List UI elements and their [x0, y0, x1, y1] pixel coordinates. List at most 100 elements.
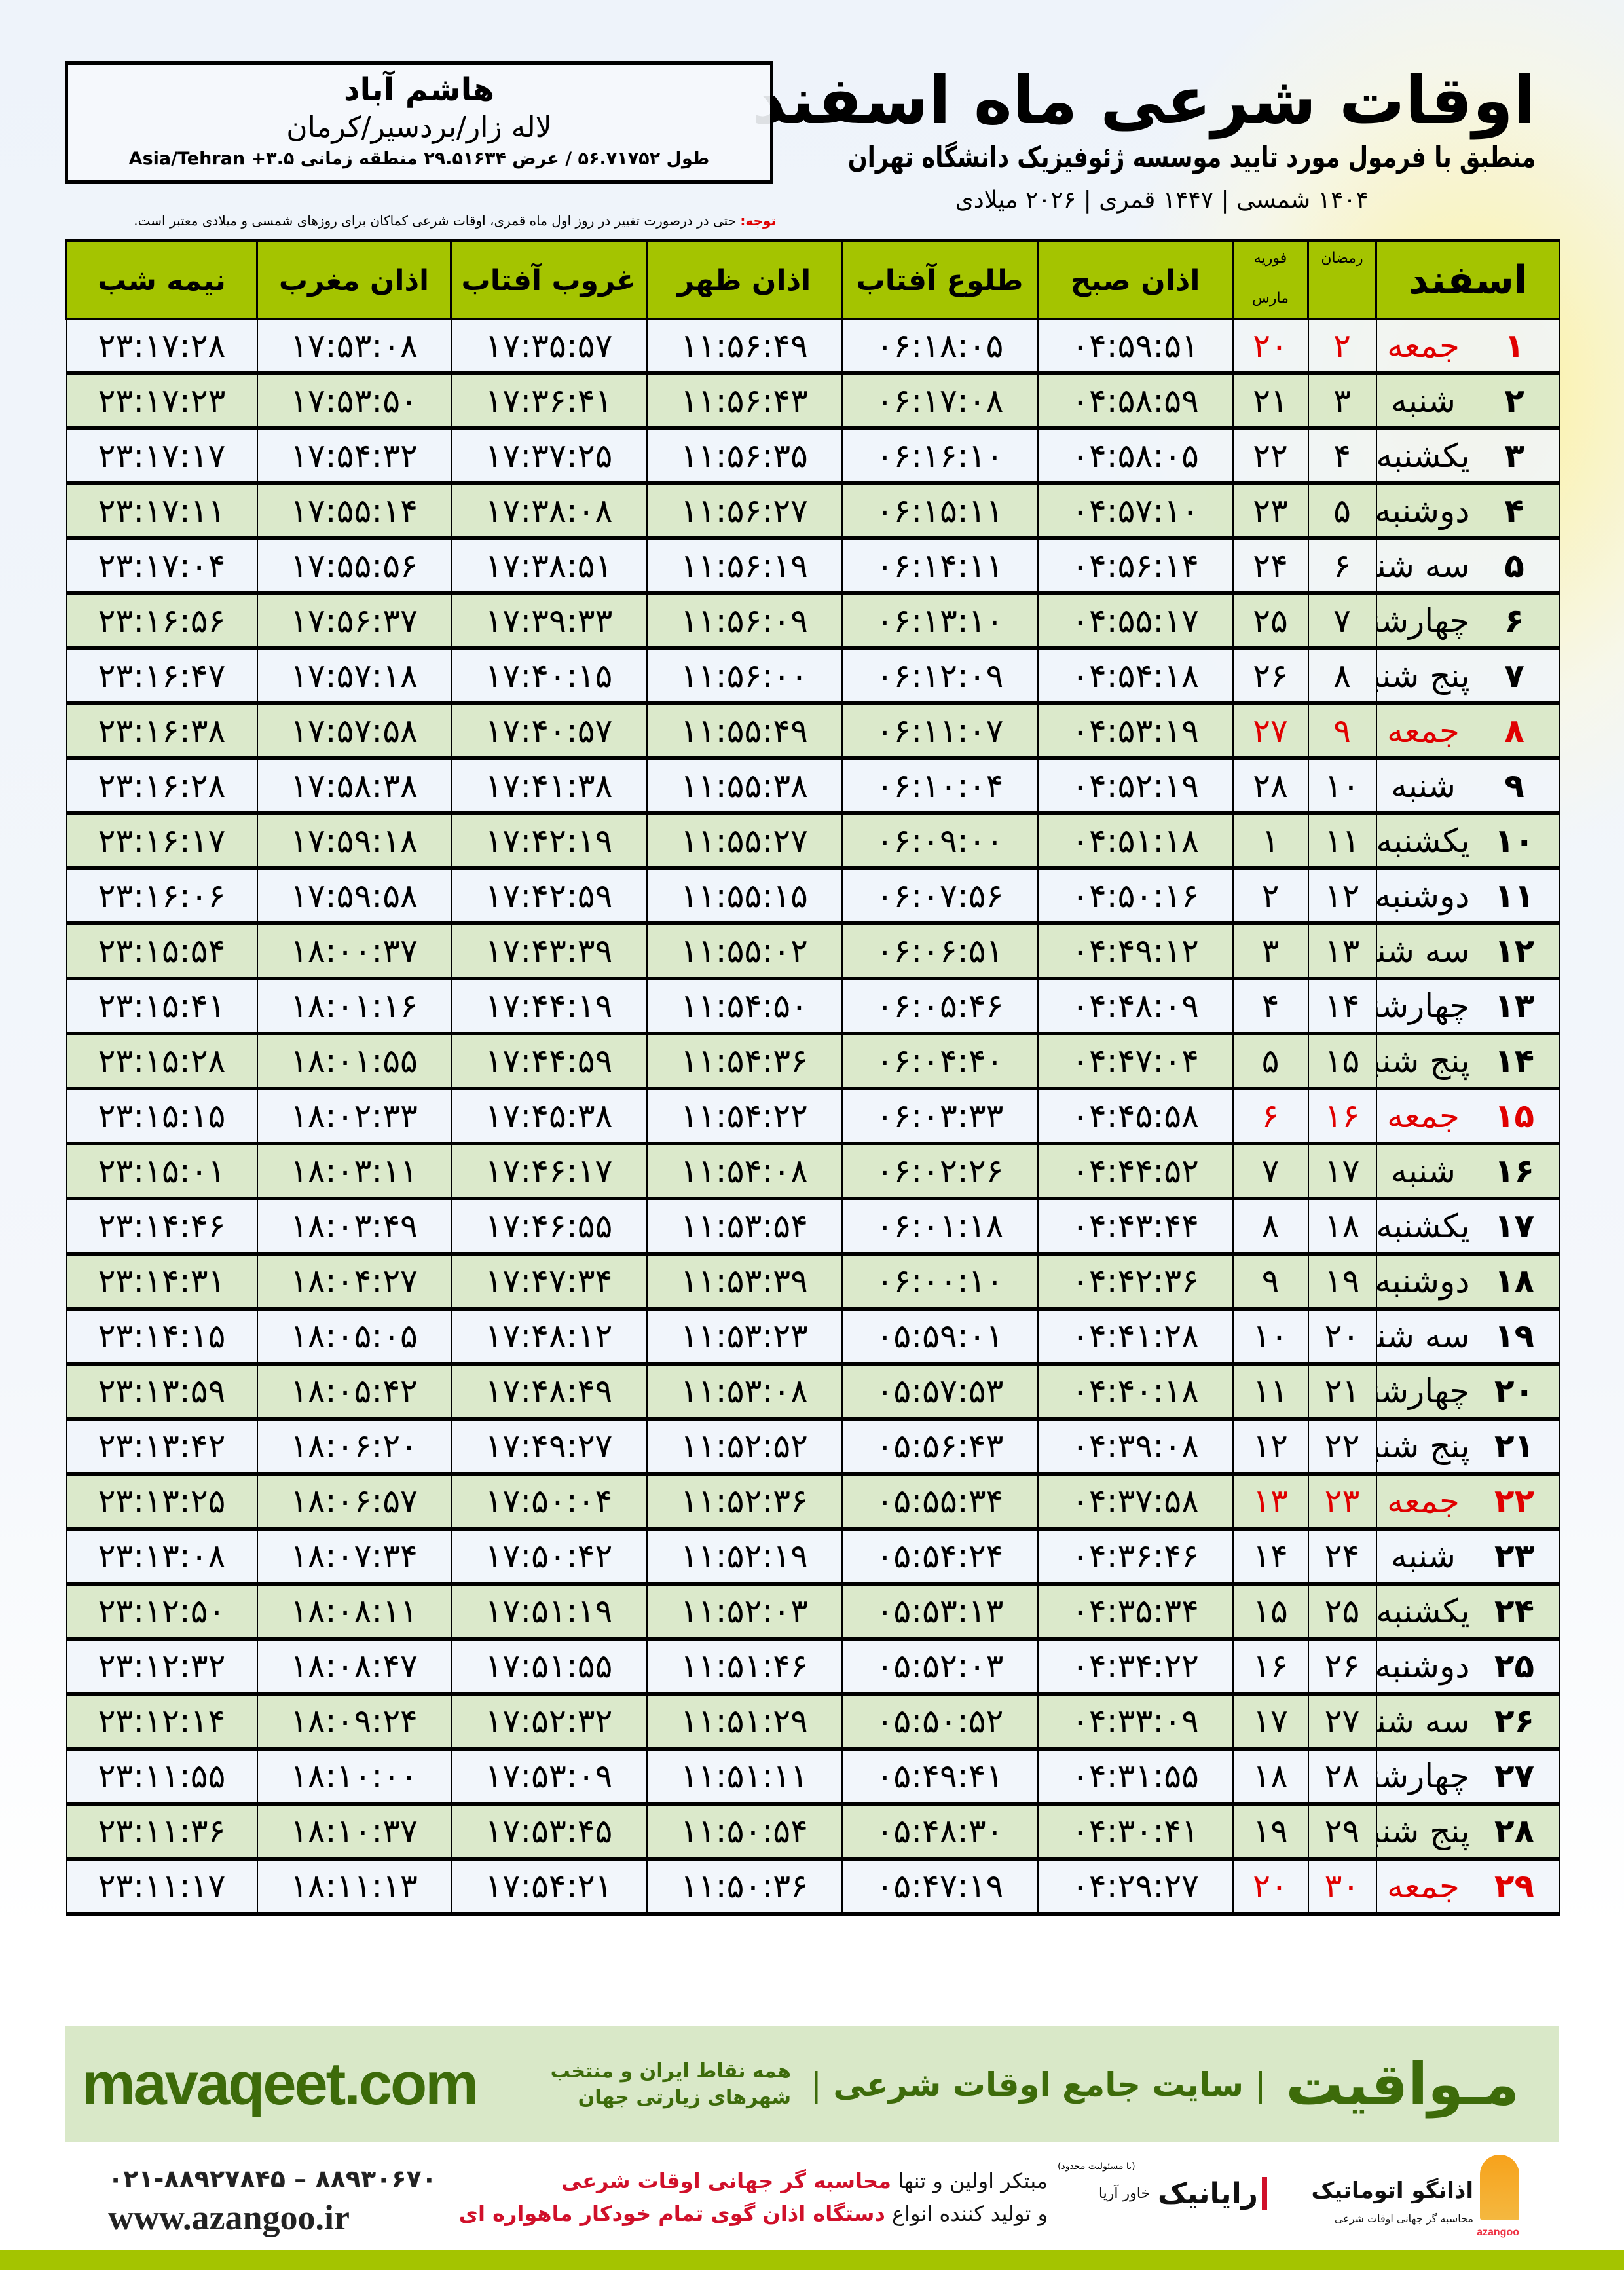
promo-line1-highlight: محاسبه گر جهانی اوقات شرعی	[561, 2168, 891, 2193]
cell-miladi: ۳	[1232, 923, 1309, 980]
cell-sobh: ۰۴:۵۸:۵۹	[1037, 373, 1234, 430]
cell-tolu: ۰۵:۵۶:۴۳	[841, 1419, 1039, 1476]
cell-nimeh: ۲۳:۱۷:۲۳	[65, 373, 258, 430]
cell-ghoroob: ۱۷:۴۴:۱۹	[450, 978, 648, 1035]
col-ramadan: رمضان	[1307, 239, 1377, 320]
col-mar-label: مارس	[1252, 290, 1289, 307]
cell-ramadan: ۲۳	[1307, 1474, 1377, 1531]
col-feb-label: فوریه	[1253, 250, 1287, 267]
cell-day: ۲۸	[1469, 1804, 1560, 1861]
cell-zohr: ۱۱:۵۲:۵۲	[646, 1419, 843, 1476]
cell-miladi: ۲۲	[1232, 428, 1309, 485]
cell-ramadan: ۲۰	[1307, 1309, 1377, 1366]
cell-maghreb: ۱۸:۰۶:۲۰	[256, 1419, 452, 1476]
cell-maghreb: ۱۸:۰۸:۱۱	[256, 1584, 452, 1641]
col-maghreb: اذان مغرب	[256, 239, 452, 320]
cell-tolu: ۰۶:۰۳:۳۳	[841, 1088, 1039, 1145]
cell-zohr: ۱۱:۵۵:۰۲	[646, 923, 843, 980]
cell-day: ۶	[1469, 593, 1560, 650]
year-line: ۱۴۰۴ شمسی | ۱۴۴۷ قمری | ۲۰۲۶ میلادی	[955, 187, 1369, 214]
cell-ghoroob: ۱۷:۳۹:۳۳	[450, 593, 648, 650]
cell-day: ۱	[1469, 319, 1560, 375]
cell-zohr: ۱۱:۵۳:۳۹	[646, 1254, 843, 1311]
cell-day: ۲۷	[1469, 1749, 1560, 1806]
cell-maghreb: ۱۷:۵۳:۰۸	[256, 319, 452, 375]
mosque-dome-icon	[1480, 2155, 1519, 2220]
cell-miladi: ۹	[1232, 1254, 1309, 1311]
cell-tolu: ۰۵:۵۷:۵۳	[841, 1364, 1039, 1421]
cell-ghoroob: ۱۷:۵۲:۳۲	[450, 1694, 648, 1751]
cell-sobh: ۰۴:۳۹:۰۸	[1037, 1419, 1234, 1476]
cell-sobh: ۰۴:۴۵:۵۸	[1037, 1088, 1234, 1145]
cell-ramadan: ۵	[1307, 483, 1377, 540]
cell-tolu: ۰۶:۰۴:۴۰	[841, 1033, 1039, 1090]
cell-miladi: ۲۴	[1232, 538, 1309, 595]
notice-label: توجه:	[740, 213, 776, 229]
cell-weekday: سه شنبه	[1375, 1309, 1470, 1366]
notice-text: حتی در درصورت تغییر در روز اول ماه قمری،…	[134, 213, 741, 229]
cell-weekday: یکشنبه	[1375, 813, 1470, 870]
table-row: ۱۱ دوشنبه ۱۲ ۲ ۰۴:۵۰:۱۶ ۰۶:۰۷:۵۶ ۱۱:۵۵:۱۵ ۱۷:۴۲…	[65, 868, 1560, 925]
table-row: ۱۵ جمعه ۱۶ ۶ ۰۴:۴۵:۵۸ ۰۶:۰۳:۳۳ ۱۱:۵۴:۲۲ ۱۷:۴۵:۳…	[65, 1088, 1560, 1145]
cell-tolu: ۰۶:۰۱:۱۸	[841, 1199, 1039, 1256]
cell-weekday: شنبه	[1375, 1144, 1470, 1200]
cell-sobh: ۰۴:۳۴:۲۲	[1037, 1639, 1234, 1696]
cell-zohr: ۱۱:۵۰:۵۴	[646, 1804, 843, 1861]
cell-ramadan: ۳۰	[1307, 1859, 1377, 1916]
cell-weekday: یکشنبه	[1375, 1584, 1470, 1641]
cell-sobh: ۰۴:۴۸:۰۹	[1037, 978, 1234, 1035]
cell-nimeh: ۲۳:۱۲:۱۴	[65, 1694, 258, 1751]
cell-weekday: جمعه	[1375, 319, 1470, 375]
cell-maghreb: ۱۸:۱۰:۰۰	[256, 1749, 452, 1806]
cell-nimeh: ۲۳:۱۶:۲۸	[65, 758, 258, 815]
cell-maghreb: ۱۷:۵۹:۱۸	[256, 813, 452, 870]
separator: |	[1255, 2065, 1266, 2104]
rayanik-sub: خاور آریا	[1098, 2186, 1150, 2202]
cell-ramadan: ۲۱	[1307, 1364, 1377, 1421]
cell-ghoroob: ۱۷:۵۰:۰۴	[450, 1474, 648, 1531]
cell-ghoroob: ۱۷:۴۳:۳۹	[450, 923, 648, 980]
cell-weekday: جمعه	[1375, 1859, 1470, 1916]
location-box: هاشم آباد لاله زار/بردسیر/کرمان طول ۵۶.۷…	[65, 61, 773, 184]
azangoo-en: azangoo	[1477, 2227, 1519, 2238]
cell-nimeh: ۲۳:۱۳:۰۸	[65, 1529, 258, 1586]
site-link[interactable]: mavaqeet.com	[81, 2051, 479, 2117]
cell-miladi: ۴	[1232, 978, 1309, 1035]
cell-nimeh: ۲۳:۱۶:۰۶	[65, 868, 258, 925]
cell-nimeh: ۲۳:۱۶:۴۷	[65, 648, 258, 705]
cell-ramadan: ۱۴	[1307, 978, 1377, 1035]
cell-ramadan: ۲۷	[1307, 1694, 1377, 1751]
notice: توجه: حتی در درصورت تغییر در روز اول ماه…	[65, 213, 776, 229]
cell-sobh: ۰۴:۵۲:۱۹	[1037, 758, 1234, 815]
rayanik-name: رایانیک	[1158, 2177, 1267, 2210]
cell-sobh: ۰۴:۴۰:۱۸	[1037, 1364, 1234, 1421]
col-ghoroob: غروب آفتاب	[450, 239, 648, 320]
cell-weekday: یکشنبه	[1375, 1199, 1470, 1256]
cell-tolu: ۰۵:۵۰:۵۲	[841, 1694, 1039, 1751]
cell-day: ۲۰	[1469, 1364, 1560, 1421]
cell-weekday: سه شنبه	[1375, 923, 1470, 980]
azangoo-sub: محاسبه گر جهانی اوقات شرعی	[1334, 2212, 1473, 2225]
col-gregorian: فوریه مارس	[1232, 239, 1309, 320]
cell-nimeh: ۲۳:۱۴:۱۵	[65, 1309, 258, 1366]
cell-day: ۱۴	[1469, 1033, 1560, 1090]
cell-zohr: ۱۱:۵۴:۳۶	[646, 1033, 843, 1090]
cell-nimeh: ۲۳:۱۱:۱۷	[65, 1859, 258, 1916]
cell-nimeh: ۲۳:۱۲:۵۰	[65, 1584, 258, 1641]
cell-zohr: ۱۱:۵۲:۱۹	[646, 1529, 843, 1586]
cell-nimeh: ۲۳:۱۵:۲۸	[65, 1033, 258, 1090]
cell-day: ۴	[1469, 483, 1560, 540]
azangoo-link[interactable]: www.azangoo.ir	[108, 2198, 350, 2237]
cell-day: ۷	[1469, 648, 1560, 705]
cell-miladi: ۸	[1232, 1199, 1309, 1256]
cell-tolu: ۰۶:۱۵:۱۱	[841, 483, 1039, 540]
banner-slogan: | سایت جامع اوقات شرعی |	[811, 2066, 1266, 2104]
cell-sobh: ۰۴:۳۰:۴۱	[1037, 1804, 1234, 1861]
table-row: ۲۰چهارشنبه۲۱۱۱۰۴:۴۰:۱۸۰۵:۵۷:۵۳۱۱:۵۳:۰۸۱۷…	[65, 1364, 1560, 1421]
table-row: ۶چهارشنبه۷۲۵۰۴:۵۵:۱۷۰۶:۱۳:۱۰۱۱:۵۶:۰۹۱۷:۳…	[65, 593, 1560, 650]
cell-day: ۱۸	[1469, 1254, 1560, 1311]
table-row: ۱۷ یکشنبه ۱۸ ۸ ۰۴:۴۳:۴۴ ۰۶:۰۱:۱۸ ۱۱:۵۳:۵۴ ۱۷:۴۶…	[65, 1199, 1560, 1256]
